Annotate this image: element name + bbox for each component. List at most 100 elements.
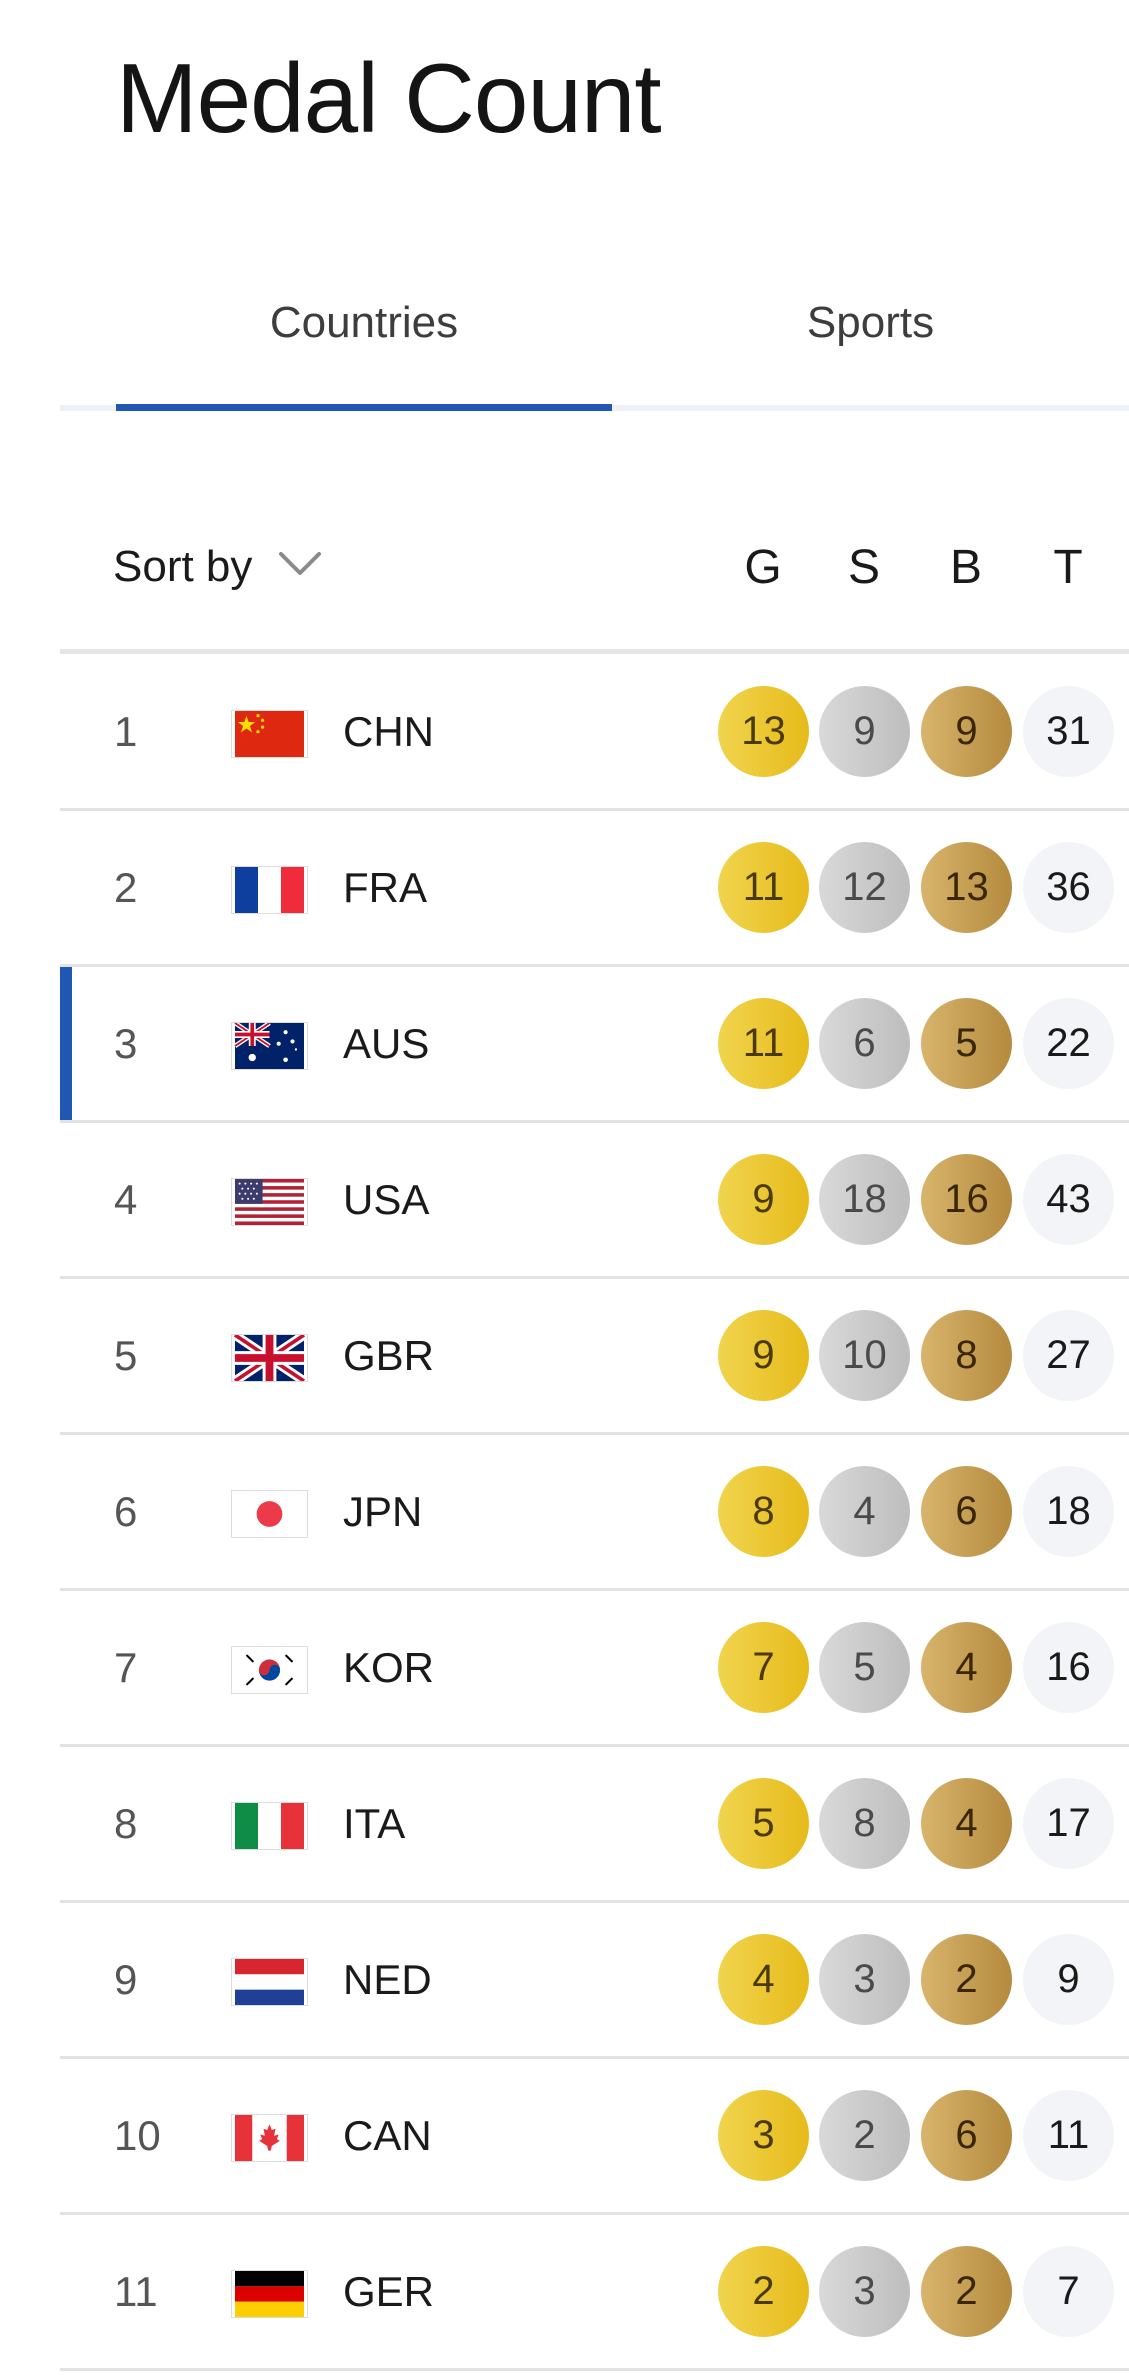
table-row[interactable]: 3 AUS 11 6 5 22 [60,967,1129,1123]
silver-count-badge: 8 [819,1778,910,1869]
table-row[interactable]: 7 KOR 7 5 4 16 [60,1591,1129,1747]
rank-number: 9 [114,1955,138,2003]
tab-sports[interactable]: Sports [806,297,935,347]
table-header: Sort by G S B T [60,500,1129,654]
gold-count-badge: 9 [718,1310,809,1401]
total-count-badge: 9 [1023,1934,1114,2025]
rank-number: 1 [114,707,138,755]
table-row[interactable]: 5 GBR 9 10 8 27 [60,1279,1129,1435]
medal-table: 1 CHN 13 9 9 31 2 FRA 11 12 13 36 3 AUS 11 6 5 22 4 USA 9 18 1… [60,655,1129,2371]
total-count-badge: 27 [1023,1310,1114,1401]
gold-count-badge: 13 [718,686,809,777]
silver-count-badge: 18 [819,1154,910,1245]
china-flag-icon [231,710,308,758]
usa-flag-icon [231,1178,308,1226]
rank-number: 3 [114,1019,138,1067]
rank-number: 10 [114,2111,161,2159]
total-count-badge: 18 [1023,1466,1114,1557]
bronze-count-badge: 4 [921,1622,1012,1713]
total-count-badge: 17 [1023,1778,1114,1869]
australia-flag-icon [231,1022,308,1070]
silver-count-badge: 10 [819,1310,910,1401]
table-row[interactable]: 4 USA 9 18 16 43 [60,1123,1129,1279]
italy-flag-icon [231,1802,308,1850]
country-code: AUS [343,1019,430,1067]
japan-flag-icon [231,1490,308,1538]
table-row[interactable]: 2 FRA 11 12 13 36 [60,811,1129,967]
netherlands-flag-icon [231,1958,308,2006]
total-count-badge: 22 [1023,998,1114,1089]
country-code: JPN [343,1487,423,1535]
gold-count-badge: 11 [718,998,809,1089]
country-code: CHN [343,707,434,755]
tab-bar: Countries Sports [60,240,1129,412]
bronze-count-badge: 9 [921,686,1012,777]
silver-count-badge: 12 [819,842,910,933]
sort-by-label: Sort by [113,542,253,591]
country-code: GBR [343,1331,435,1379]
bronze-count-badge: 6 [921,1466,1012,1557]
country-code: FRA [343,863,427,911]
column-header-gold[interactable]: G [744,540,782,594]
country-code: NED [343,1955,432,2003]
total-count-badge: 43 [1023,1154,1114,1245]
total-count-badge: 7 [1023,2246,1114,2337]
total-count-badge: 31 [1023,686,1114,777]
tab-active-indicator [116,404,612,411]
gold-count-badge: 7 [718,1622,809,1713]
silver-count-badge: 3 [819,2246,910,2337]
total-count-badge: 16 [1023,1622,1114,1713]
silver-count-badge: 9 [819,686,910,777]
country-code: GER [343,2267,435,2315]
header-divider [60,649,1129,654]
bronze-count-badge: 2 [921,2246,1012,2337]
table-row[interactable]: 8 ITA 5 8 4 17 [60,1747,1129,1903]
rank-number: 11 [114,2267,158,2315]
germany-flag-icon [231,2270,308,2318]
bronze-count-badge: 4 [921,1778,1012,1869]
gold-count-badge: 4 [718,1934,809,2025]
uk-flag-icon [231,1334,308,1382]
sort-by-button[interactable]: Sort by [113,500,322,634]
country-code: USA [343,1175,430,1223]
gold-count-badge: 11 [718,842,809,933]
bronze-count-badge: 2 [921,1934,1012,2025]
gold-count-badge: 8 [718,1466,809,1557]
silver-count-badge: 6 [819,998,910,1089]
bronze-count-badge: 13 [921,842,1012,933]
table-row[interactable]: 9 NED 4 3 2 9 [60,1903,1129,2059]
gold-count-badge: 2 [718,2246,809,2337]
column-header-silver[interactable]: S [847,540,880,594]
rank-number: 5 [114,1331,138,1379]
gold-count-badge: 3 [718,2090,809,2181]
tab-countries[interactable]: Countries [269,297,459,347]
country-code: ITA [343,1799,406,1847]
rank-number: 6 [114,1487,138,1535]
bronze-count-badge: 6 [921,2090,1012,2181]
total-count-badge: 11 [1023,2090,1114,2181]
rank-number: 2 [114,863,138,911]
rank-number: 4 [114,1175,138,1223]
bronze-count-badge: 8 [921,1310,1012,1401]
rank-number: 8 [114,1799,138,1847]
rank-number: 7 [114,1643,138,1691]
silver-count-badge: 3 [819,1934,910,2025]
total-count-badge: 36 [1023,842,1114,933]
table-row[interactable]: 1 CHN 13 9 9 31 [60,655,1129,811]
silver-count-badge: 2 [819,2090,910,2181]
silver-count-badge: 5 [819,1622,910,1713]
country-code: KOR [343,1643,435,1691]
canada-flag-icon [231,2114,308,2162]
france-flag-icon [231,866,308,914]
country-code: CAN [343,2111,432,2159]
korea-flag-icon [231,1646,308,1694]
column-header-bronze[interactable]: B [949,540,982,594]
column-header-total[interactable]: T [1053,540,1083,594]
table-row[interactable]: 6 JPN 8 4 6 18 [60,1435,1129,1591]
silver-count-badge: 4 [819,1466,910,1557]
table-row[interactable]: 10 CAN 3 2 6 11 [60,2059,1129,2215]
table-row[interactable]: 11 GER 2 3 2 7 [60,2215,1129,2371]
gold-count-badge: 9 [718,1154,809,1245]
chevron-down-icon [278,538,322,588]
page-title: Medal Count [116,43,662,153]
